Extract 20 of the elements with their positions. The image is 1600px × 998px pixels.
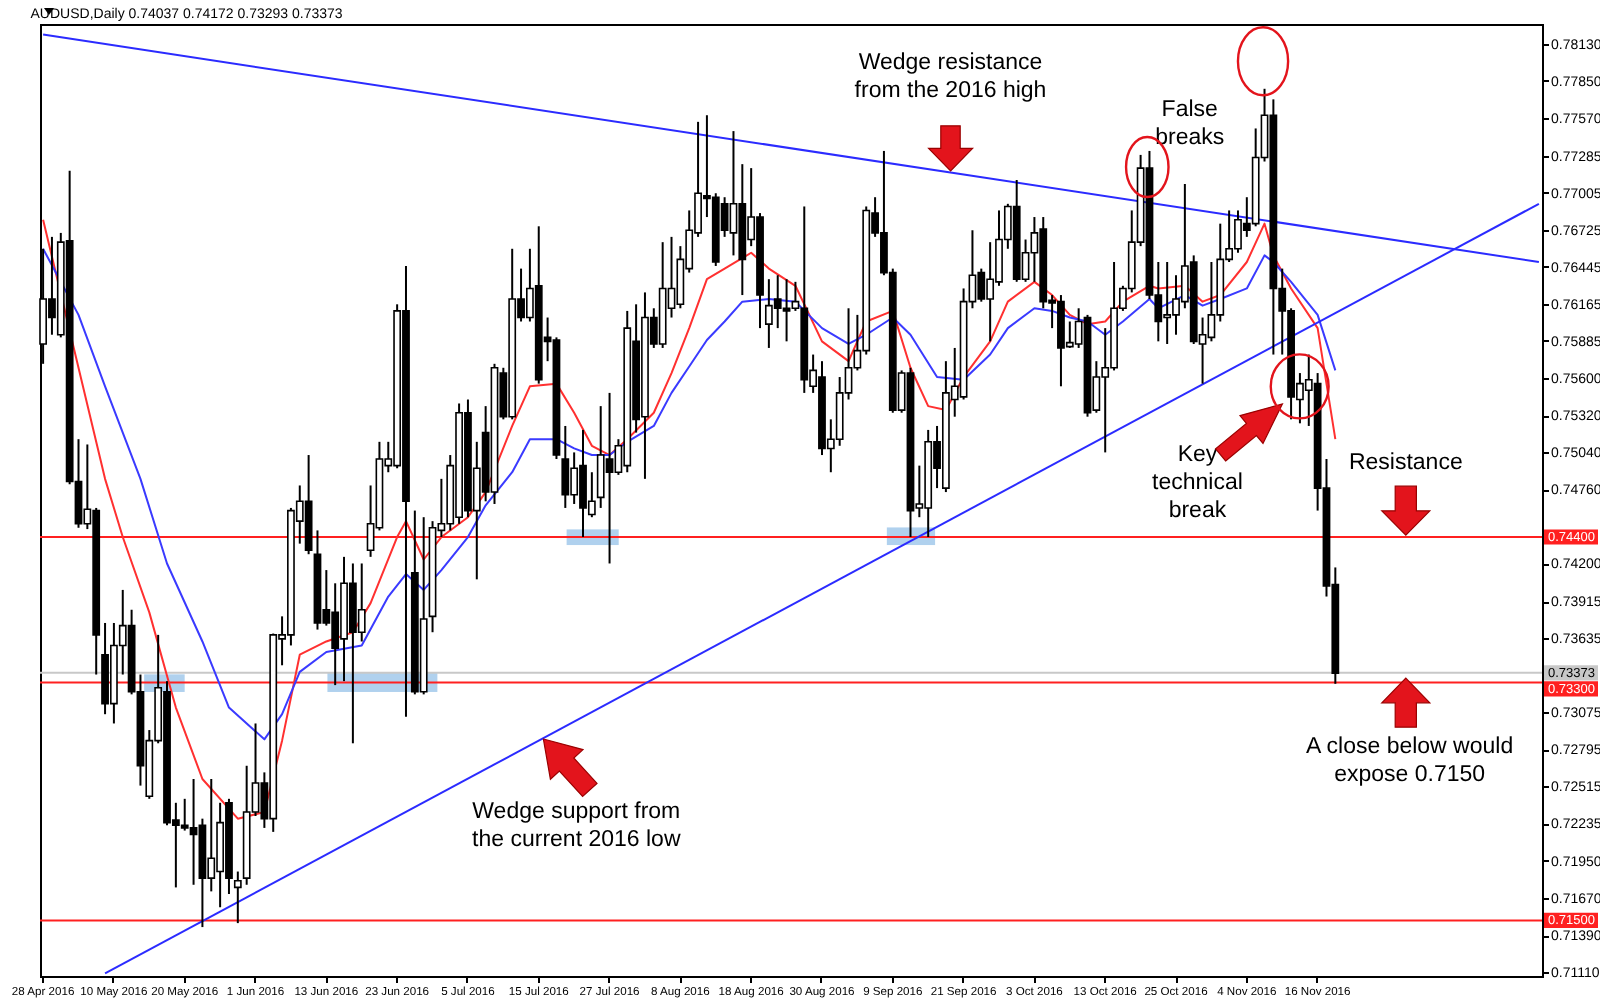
candlestick (357, 562, 366, 643)
candlestick (233, 870, 242, 925)
annotation: Resistance (1348, 451, 1463, 476)
candlestick (587, 471, 596, 519)
candlestick (596, 405, 605, 509)
candlestick (561, 424, 570, 509)
candlestick (189, 777, 198, 886)
candlestick (729, 130, 738, 257)
annotation: False breaks (1155, 98, 1225, 151)
candlestick (605, 391, 614, 565)
annotation: Wedge support from the current 2016 low (472, 799, 682, 852)
candlestick (773, 274, 782, 330)
candlestick (977, 267, 986, 303)
candlestick (207, 777, 216, 893)
candlestick (782, 278, 791, 343)
candlestick (1207, 261, 1216, 343)
annotation: Wedge resistance from the 2016 high (854, 51, 1047, 104)
annotation: A close below would expose 0.7150 (1306, 735, 1514, 788)
annotation: Key technical break (1152, 443, 1243, 524)
candlestick (180, 797, 189, 832)
